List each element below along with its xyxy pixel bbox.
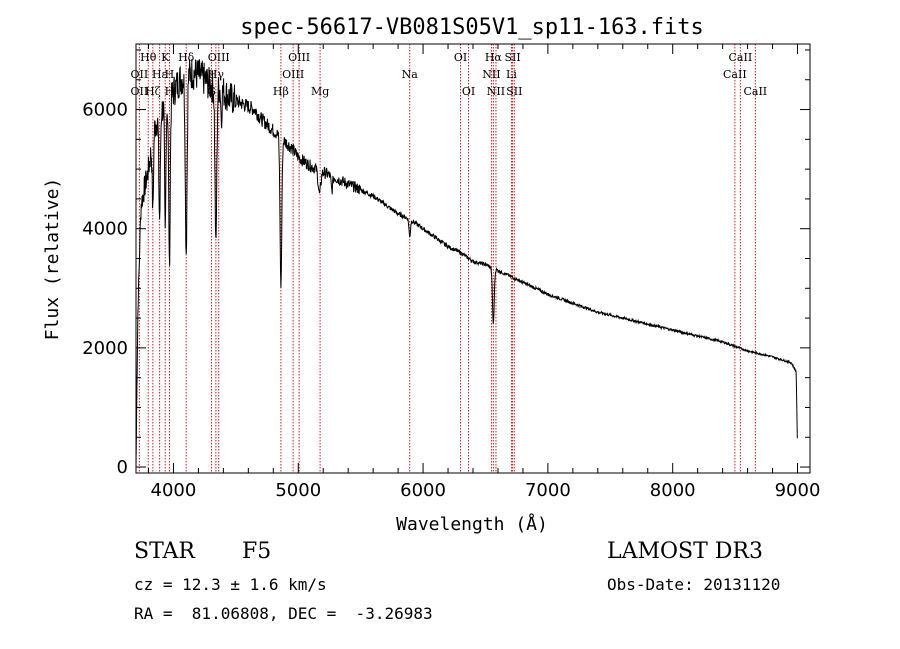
chart-title: spec-56617-VB081S05V1_sp11-163.fits — [240, 15, 704, 40]
line-id-label: OI — [462, 85, 475, 98]
line-id-label: G — [207, 85, 216, 98]
line-id-label: SII — [506, 85, 522, 98]
line-id-label: NII — [482, 68, 500, 81]
line-id-label: CaII — [729, 51, 753, 64]
line-id-label: K — [161, 51, 170, 64]
plot-frame — [135, 43, 811, 474]
axis-ticks: 4000 5000 6000 7000 8000 9000 0 2000 4000 6000 — [82, 44, 820, 501]
line-id-label: Hβ — [273, 85, 289, 98]
y-axis-label: Flux (relative) — [42, 178, 63, 341]
line-id-label: Hα — [485, 51, 503, 64]
x-tick-label: 8000 — [650, 480, 696, 501]
line-id-label: Hθ — [140, 51, 157, 64]
line-markers — [138, 44, 756, 473]
y-tick-label: 4000 — [82, 219, 128, 240]
line-id-label: CaII — [723, 68, 747, 81]
x-tick-label: 7000 — [525, 480, 571, 501]
line-id-label: Hζ — [145, 85, 161, 98]
redshift-text: cz = 12.3 ± 1.6 km/s — [134, 575, 327, 594]
y-tick-label: 0 — [117, 457, 128, 478]
line-id-label: OII — [131, 85, 149, 98]
line-id-label: Mg — [311, 85, 329, 98]
line-id-label: Hε — [152, 68, 168, 81]
line-id-label: OIII — [288, 51, 310, 64]
y-tick-label: 6000 — [82, 100, 128, 121]
line-id-label: H — [165, 85, 175, 98]
x-tick-label: 9000 — [775, 480, 821, 501]
x-tick-label: 5000 — [275, 480, 321, 501]
coordinates-text: RA = 81.06808, DEC = -3.26983 — [134, 604, 433, 623]
line-id-label: Li — [506, 68, 517, 81]
object-class: STAR — [134, 539, 195, 564]
line-id-label: OI — [454, 51, 467, 64]
line-id-label: Hγ — [208, 68, 225, 81]
x-tick-label: 6000 — [400, 480, 446, 501]
line-id-label: Na — [402, 68, 419, 81]
line-id-label: OIII — [282, 68, 304, 81]
line-id-label: Hδ — [178, 51, 195, 64]
line-id-label: OIII — [208, 51, 230, 64]
x-tick-label: 4000 — [151, 480, 197, 501]
spectrum-line — [135, 59, 798, 468]
line-id-label: OII — [131, 68, 149, 81]
line-id-label: H — [165, 68, 175, 81]
x-axis-label: Wavelength (Å) — [396, 513, 548, 535]
y-tick-label: 2000 — [82, 338, 128, 359]
line-id-label: NII — [487, 85, 505, 98]
line-id-label: SII — [504, 51, 520, 64]
observation-date: Obs-Date: 20131120 — [607, 575, 781, 594]
object-subclass: F5 — [242, 539, 272, 564]
survey-name: LAMOST DR3 — [607, 539, 763, 564]
line-id-label: CaII — [743, 85, 767, 98]
